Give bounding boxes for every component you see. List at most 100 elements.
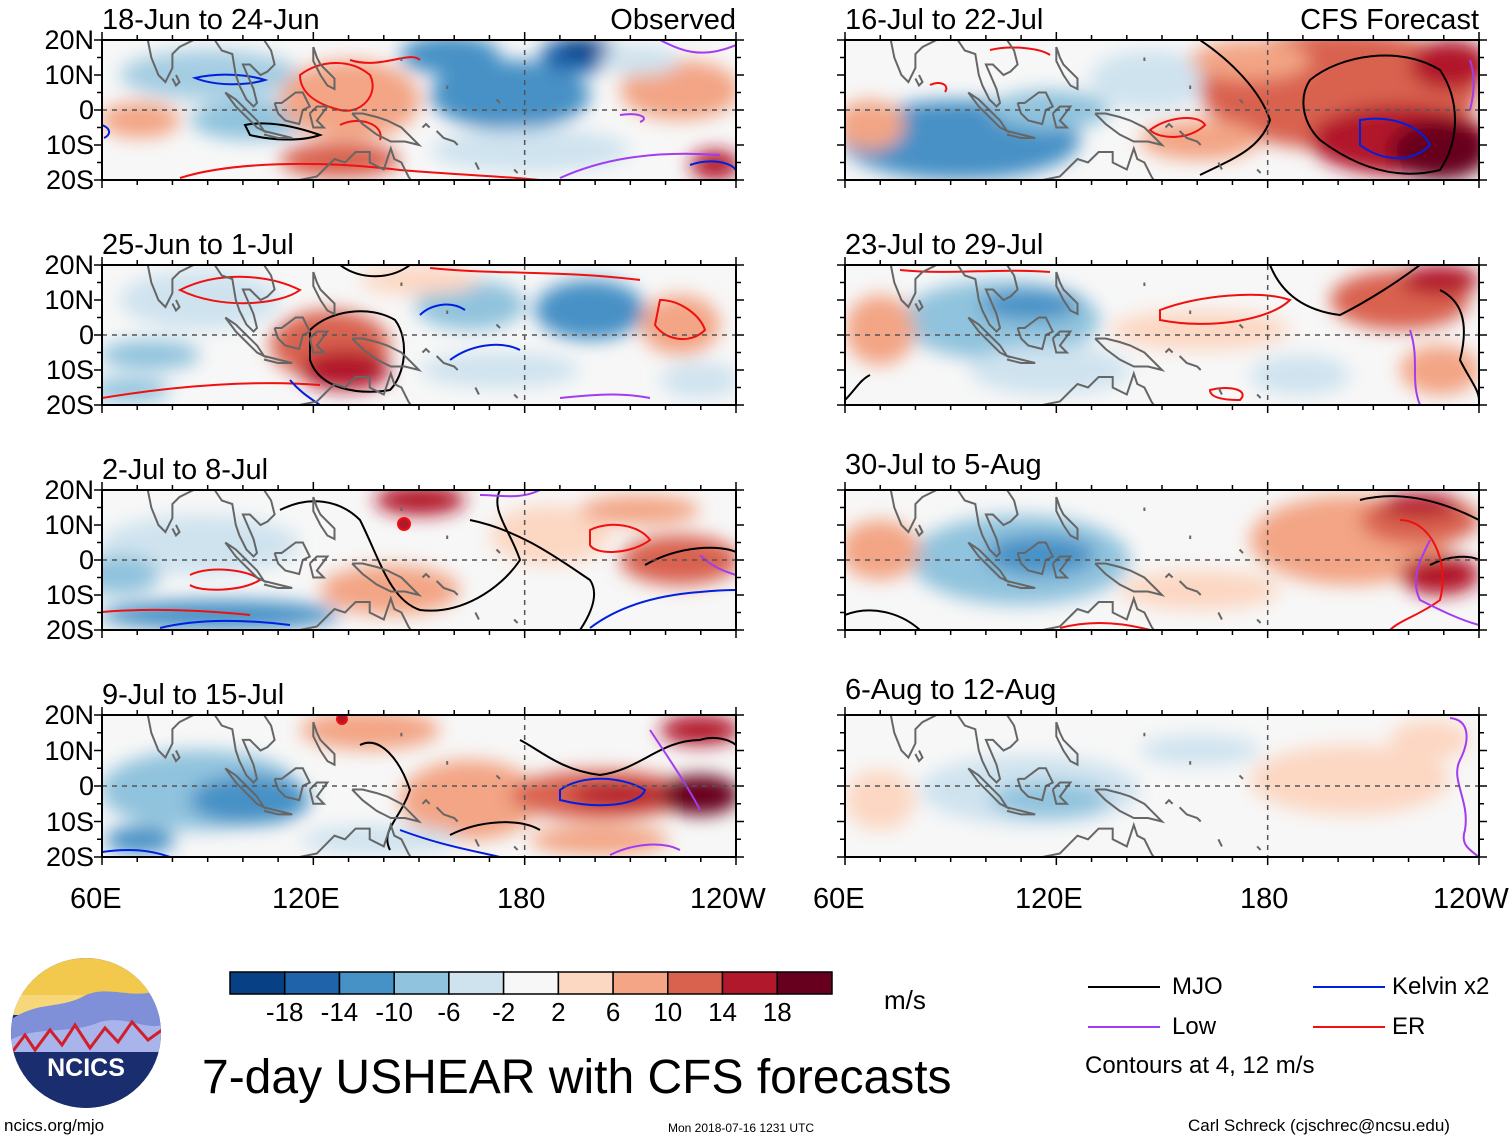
lat-label: 0 (78, 95, 94, 125)
colorbar-label: 10 (653, 997, 683, 1027)
coastline (312, 721, 336, 767)
coastline (312, 496, 336, 541)
colorbar-label: -10 (375, 997, 413, 1027)
coast-group (146, 40, 519, 180)
coastline (1217, 162, 1223, 170)
panel-forecast-2-title: 23-Jul to 29-Jul (845, 229, 1044, 261)
coastline (1238, 774, 1244, 780)
coastline (351, 788, 423, 824)
coastline (273, 767, 312, 802)
coastline (435, 580, 459, 596)
coastline (513, 168, 519, 174)
lat-label: 20S (45, 842, 94, 872)
coastline (263, 355, 293, 364)
figure-title: 7-day USHEAR with CFS forecasts (202, 1051, 952, 1104)
coast-group (889, 715, 1262, 857)
coastline (213, 715, 276, 784)
lon-label-right-120w: 120W (1433, 883, 1509, 915)
panel-observed-1 (102, 40, 736, 180)
gridlines (102, 40, 1479, 857)
coastline (1094, 788, 1166, 824)
coastline (1217, 387, 1223, 395)
coastline (297, 370, 412, 405)
panel-frames (94, 32, 1487, 865)
colorbar-swatch (776, 971, 833, 995)
coastline (513, 618, 519, 624)
coastline (513, 393, 519, 399)
coastline (914, 299, 924, 313)
panel-observed-4-title: 9-Jul to 15-Jul (102, 679, 285, 711)
coastline (171, 750, 181, 763)
coastline (1178, 580, 1202, 596)
coastline (1256, 845, 1262, 851)
coastline (513, 845, 519, 851)
lat-label: 20N (44, 475, 94, 505)
lat-label: 20N (44, 250, 94, 280)
coastline (146, 715, 195, 760)
coastline (308, 330, 330, 354)
coastline (146, 40, 195, 84)
coastline (312, 46, 336, 91)
coast-group (146, 265, 519, 405)
colorbar (229, 971, 833, 995)
ncics-logo: NCICS (11, 958, 161, 1108)
lat-label: 10N (44, 735, 94, 766)
coastline (495, 548, 501, 554)
coastline (1016, 541, 1055, 576)
coastline (474, 838, 480, 847)
footer-timestamp: Mon 2018-07-16 1231 UTC (668, 1121, 815, 1135)
coastline (1055, 46, 1079, 91)
colorbar-swatch (667, 971, 724, 995)
coastline (421, 347, 431, 354)
coastline (495, 323, 501, 329)
coastline (421, 122, 431, 129)
coastline (351, 337, 423, 372)
colorbar-swatch (502, 971, 560, 995)
coastline (889, 490, 938, 534)
coastline (1016, 316, 1055, 351)
coastlines (146, 40, 1262, 857)
panel-forecast-3-title: 30-Jul to 5-Aug (845, 449, 1042, 481)
colorbar-units: m/s (884, 985, 926, 1015)
colorbar-swatch (721, 971, 778, 995)
coast-group (146, 490, 519, 630)
coastline (1051, 555, 1073, 579)
coastline (171, 74, 181, 88)
colorbar-swatch (448, 971, 505, 995)
lat-label: 10N (44, 60, 94, 90)
coastline (273, 541, 312, 576)
lon-label-left-180: 180 (497, 883, 546, 915)
coast-group (146, 715, 519, 857)
coastline (1055, 496, 1079, 541)
coastline (474, 387, 480, 395)
coastline (213, 265, 276, 333)
logo-text: NCICS (47, 1054, 125, 1082)
lat-label: 20S (45, 615, 94, 645)
coastline (308, 105, 330, 129)
coastline (1164, 798, 1174, 805)
coastline (297, 821, 412, 857)
coastline (1238, 548, 1244, 554)
coastline (1217, 838, 1223, 847)
coastline (889, 715, 938, 760)
coastline (435, 130, 459, 146)
coastline (1094, 337, 1166, 372)
coastline (312, 271, 336, 316)
legend-mjo-label: MJO (1172, 973, 1223, 1000)
coastline (146, 490, 195, 534)
footer-site: ncics.org/mjo (4, 1116, 105, 1135)
coastline (146, 265, 195, 309)
lat-label: 20N (44, 700, 94, 730)
panel-forecast-4 (845, 715, 1479, 857)
coastline (914, 750, 924, 763)
panel-observed-4 (102, 715, 736, 857)
coastline (474, 162, 480, 170)
coastline (1256, 168, 1262, 174)
coastline (1051, 330, 1073, 354)
legend-contour-note: Contours at 4, 12 m/s (1085, 1052, 1315, 1079)
coastline (213, 490, 276, 558)
coastline (1217, 612, 1223, 620)
coastline (213, 40, 276, 108)
coast-group (889, 490, 1262, 630)
coastline (914, 74, 924, 88)
